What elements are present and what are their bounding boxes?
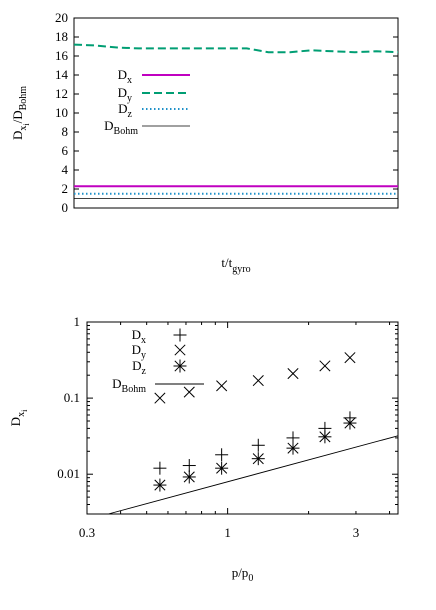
legend-label-z: Dz (118, 101, 132, 120)
legend-label-x: Dx (132, 327, 146, 346)
marker-stroke (216, 380, 228, 392)
y-tick-label: 0.1 (64, 390, 80, 405)
legend-label-Bohm: DBohm (112, 376, 146, 395)
y-tick-label: 20 (55, 10, 68, 25)
marker-stroke (174, 344, 186, 356)
marker-stroke (154, 392, 166, 404)
legend-label-y: Dy (132, 342, 146, 361)
data-point-z (286, 441, 300, 455)
y-tick-label: 6 (62, 143, 69, 158)
y-tick-label: 0 (62, 200, 69, 215)
marker-stroke (344, 352, 356, 364)
marker-stroke (252, 375, 264, 387)
data-point-x (153, 461, 167, 475)
data-point-y (216, 380, 228, 392)
x-tick-label: 1 (224, 525, 231, 540)
y-tick-label: 12 (55, 86, 68, 101)
x-tick-label: 0.3 (79, 525, 95, 540)
legend-label-z: Dz (132, 358, 146, 377)
marker-stroke (344, 417, 356, 429)
data-point-x (251, 438, 265, 452)
y-axis-label: Dxi (8, 409, 29, 426)
data-point-y (319, 360, 331, 372)
marker-stroke (183, 386, 195, 398)
data-point-y (154, 392, 166, 404)
data-point-z (251, 452, 265, 466)
legend-swatch-z (173, 359, 187, 373)
x-axis-label: t/tgyro (221, 255, 250, 275)
y-tick-label: 1 (74, 314, 81, 329)
legend-label-Bohm: DBohm (104, 118, 138, 137)
y-tick-label: 14 (55, 67, 69, 82)
data-point-y (252, 375, 264, 387)
legend-swatch-y (174, 344, 186, 356)
data-point-y (344, 352, 356, 364)
data-point-x (182, 459, 196, 473)
y-tick-label: 16 (55, 48, 69, 63)
plot-frame (86, 321, 399, 515)
marker-stroke (216, 462, 228, 474)
y-tick-label: 2 (62, 181, 69, 196)
series-line-y (73, 43, 399, 54)
data-point-z (318, 430, 332, 444)
y-tick-label: 0.01 (57, 466, 80, 481)
data-point-y (183, 386, 195, 398)
data-point-z (153, 478, 167, 492)
x-axis-label: p/p0 (232, 565, 254, 584)
legend-swatch-x (173, 328, 187, 342)
marker-stroke (252, 453, 264, 465)
y-tick-label: 4 (62, 162, 69, 177)
series-line-Bohm (108, 435, 399, 515)
data-point-z (182, 470, 196, 484)
data-point-z (215, 461, 229, 475)
marker-stroke (287, 442, 299, 454)
data-point-z (343, 416, 357, 430)
marker-stroke (154, 479, 166, 491)
y-tick-label: 8 (62, 124, 69, 139)
data-point-y (287, 368, 299, 380)
marker-stroke (319, 360, 331, 372)
data-point-x (215, 448, 229, 462)
y-axis-label: Dxi/DBohm (10, 86, 31, 140)
marker-stroke (174, 360, 186, 372)
marker-stroke (287, 368, 299, 380)
legend-label-y: Dy (118, 85, 132, 104)
y-tick-label: 10 (55, 105, 68, 120)
x-tick-label: 3 (353, 525, 360, 540)
legend-label-x: Dx (118, 67, 132, 86)
y-tick-label: 18 (55, 29, 68, 44)
marker-stroke (183, 471, 195, 483)
marker-stroke (319, 431, 331, 443)
